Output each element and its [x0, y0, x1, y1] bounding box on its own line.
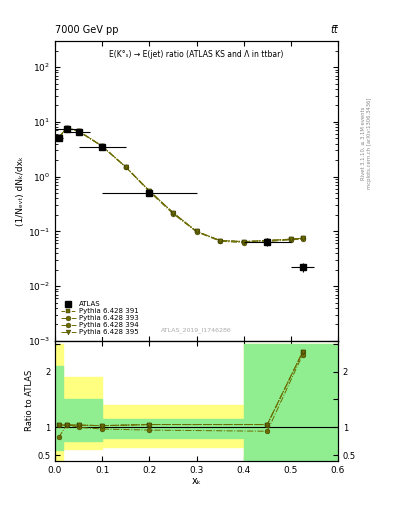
- Y-axis label: (1/Nₑᵥₜ) dNₖ/dxₖ: (1/Nₑᵥₜ) dNₖ/dxₖ: [16, 156, 25, 226]
- Text: 7000 GeV pp: 7000 GeV pp: [55, 25, 119, 35]
- Text: ATLAS_2019_I1746286: ATLAS_2019_I1746286: [161, 328, 232, 333]
- Text: E(K°ₛ) → E(jet) ratio (ATLAS KS and Λ in ttbar): E(K°ₛ) → E(jet) ratio (ATLAS KS and Λ in…: [109, 50, 284, 59]
- Text: mcplots.cern.ch [arXiv:1306.3436]: mcplots.cern.ch [arXiv:1306.3436]: [367, 98, 372, 189]
- Text: Rivet 3.1.10, ≥ 3.1M events: Rivet 3.1.10, ≥ 3.1M events: [361, 106, 366, 180]
- Legend: ATLAS, Pythia 6.428 391, Pythia 6.428 393, Pythia 6.428 394, Pythia 6.428 395: ATLAS, Pythia 6.428 391, Pythia 6.428 39…: [59, 299, 140, 337]
- Y-axis label: Ratio to ATLAS: Ratio to ATLAS: [25, 370, 34, 432]
- Text: tt̅: tt̅: [330, 25, 338, 35]
- X-axis label: xₖ: xₖ: [191, 476, 202, 486]
